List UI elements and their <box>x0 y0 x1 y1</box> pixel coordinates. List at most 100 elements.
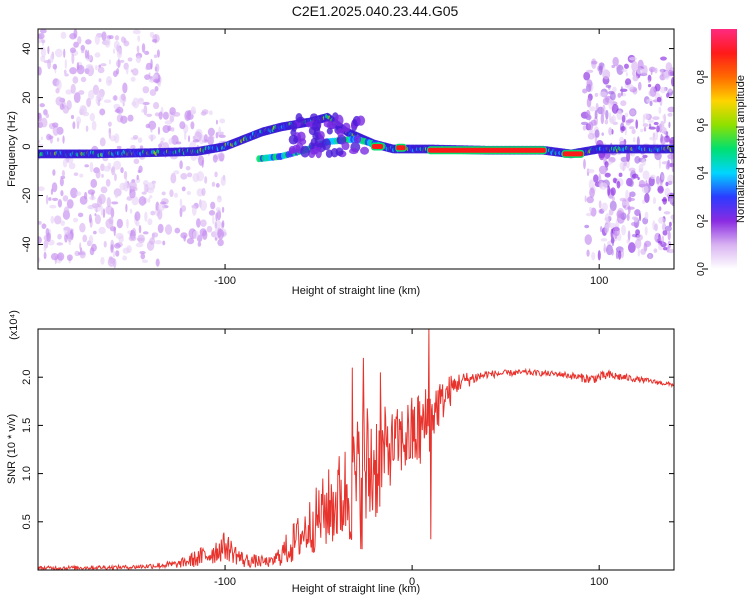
spectrogram-scatter-cell <box>82 111 90 117</box>
spectrogram-scatter-cell <box>135 242 144 248</box>
spectrogram-scatter-cell <box>624 78 632 86</box>
spectrogram-scatter-cell <box>143 104 148 116</box>
spectrogram-scatter-cell <box>137 98 145 105</box>
spectrogram-scatter-cell <box>129 188 136 199</box>
spectrogram-scatter-cell <box>154 86 159 92</box>
colorbar-ramp <box>711 29 737 269</box>
spectrogram-scatter-cell <box>88 89 95 100</box>
spectrogram-scatter-cell <box>663 211 671 215</box>
spectrogram-scatter-cell <box>113 40 120 50</box>
spectrogram-scatter-cell <box>204 176 208 184</box>
snr-ytick-label: 2.0 <box>21 370 33 385</box>
spectrogram-scatter-cell <box>671 76 674 87</box>
spectrogram-scatter-cell <box>214 171 218 178</box>
spectrogram-scatter-cell <box>584 224 590 229</box>
spectrogram-scatter-cell <box>602 97 610 106</box>
spectrogram-scatter-cell <box>127 57 133 62</box>
spectrogram-scatter-cell <box>638 212 642 222</box>
spectrogram-scatter-cell <box>109 135 117 142</box>
spectrogram-scatter-cell <box>146 240 155 251</box>
spectrogram-scatter-cell <box>660 56 667 61</box>
spectrogram-scatter-cell <box>85 64 94 70</box>
spectrogram-scatter-cell <box>69 47 76 54</box>
spectrogram-scatter-cell <box>649 136 657 141</box>
spectrogram-scatter-cell <box>157 223 164 234</box>
spectrogram-scatter-cell <box>146 113 153 118</box>
spectrogram-scatter-cell <box>621 68 628 73</box>
spectrogram-scatter-cell <box>41 223 47 229</box>
spectrogram-scatter-cell <box>671 215 674 224</box>
spectrogram-scatter-cell <box>88 204 93 210</box>
spectrogram-scatter-cell <box>627 242 636 254</box>
spectrogram-scatter-cell <box>65 89 73 95</box>
spectrogram-scatter-cell <box>113 133 120 144</box>
spectrogram-scatter-cell <box>658 216 665 224</box>
spectrogram-scatter-cell <box>90 178 98 189</box>
hot-segment-core <box>371 144 384 150</box>
spectrogram-scatter-cell <box>114 192 119 199</box>
spectrogram-scatter-cell <box>181 205 187 212</box>
blob-cell <box>288 134 299 145</box>
spectrogram-scatter-cell <box>636 136 640 147</box>
spectrogram-scatter-cell <box>584 234 592 245</box>
spectrogram-scatter-cell <box>79 242 82 251</box>
spectrogram-ytick-label: -40 <box>21 237 33 253</box>
spectrogram-scatter-cell <box>115 250 120 257</box>
spectrogram-scatter-cell <box>611 64 616 69</box>
spectrogram-scatter-cell <box>586 69 594 73</box>
spectrogram-scatter-cell <box>599 91 608 98</box>
spectrogram-scatter-cell <box>617 250 622 260</box>
spectrogram-scatter-cell <box>179 198 183 207</box>
blob-cell <box>360 146 370 155</box>
spectrogram-scatter-cell <box>52 63 58 70</box>
spectrogram-scatter-cell <box>72 76 79 84</box>
spectrogram-scatter-cell <box>648 89 655 97</box>
spectrogram-scatter-cell <box>217 152 225 160</box>
spectrogram-scatter-cell <box>616 180 621 189</box>
spectrogram-scatter-cell <box>218 126 222 137</box>
spectrogram-scatter-cell <box>116 59 121 68</box>
spectrogram-scatter-cell <box>40 55 46 62</box>
spectrogram-scatter-cell <box>206 225 213 233</box>
spectrogram-scatter-cell <box>598 173 601 181</box>
spectrogram-scatter-cell <box>638 163 644 173</box>
colorbar-tick-label: 0.4 <box>696 166 707 180</box>
spectrogram-ytick-label: 40 <box>21 42 33 54</box>
spectrogram-scatter-cell <box>608 112 612 123</box>
spectrogram-scatter-cell <box>50 188 54 195</box>
spectrogram-scatter-cell <box>105 218 114 229</box>
spectrogram-scatter-cell <box>125 65 129 75</box>
spectrogram-scatter-cell <box>141 43 146 53</box>
spectrogram-scatter-cell <box>144 211 148 222</box>
spectrogram-scatter-cell <box>104 37 111 48</box>
spectrogram-scatter-cell <box>661 235 665 245</box>
spectrogram-scatter-cell <box>185 166 191 171</box>
spectrogram-scatter-cell <box>667 88 673 93</box>
spectrogram-scatter-cell <box>647 119 655 123</box>
spectrogram-scatter-cell <box>61 170 65 177</box>
spectrogram-scatter-cell <box>616 64 624 75</box>
spectrogram-scatter-cell <box>62 135 65 144</box>
spectrogram-scatter-cell <box>122 102 125 107</box>
spectrogram-scatter-cell <box>147 218 153 226</box>
spectrogram-scatter-cell <box>648 253 652 259</box>
spectrogram-scatter-cell <box>641 185 649 194</box>
spectrogram-scatter-cell <box>216 209 222 221</box>
spectrogram-xtick-label: 100 <box>590 275 608 287</box>
spectrogram-scatter-cell <box>611 249 614 256</box>
spectrogram-scatter-cell <box>214 221 218 229</box>
spectrogram-scatter-cell <box>144 74 151 81</box>
blob-cell <box>310 113 318 121</box>
spectrogram-scatter-cell <box>103 99 112 104</box>
spectrogram-scatter-cell <box>50 215 55 224</box>
spectrogram-scatter-cell <box>201 187 206 197</box>
spectrogram-scatter-cell <box>656 96 662 103</box>
spectrogram-scatter-cell <box>160 137 165 142</box>
spectrogram-scatter-cell <box>38 66 42 76</box>
spectrogram-scatter-cell <box>173 170 180 175</box>
spectrogram-scatter-cell <box>72 121 76 130</box>
spectrogram-scatter-cell <box>626 213 630 222</box>
hot-segment-core <box>396 145 406 151</box>
snr-series-line <box>38 329 674 570</box>
spectrogram-scatter-cell <box>100 205 104 216</box>
